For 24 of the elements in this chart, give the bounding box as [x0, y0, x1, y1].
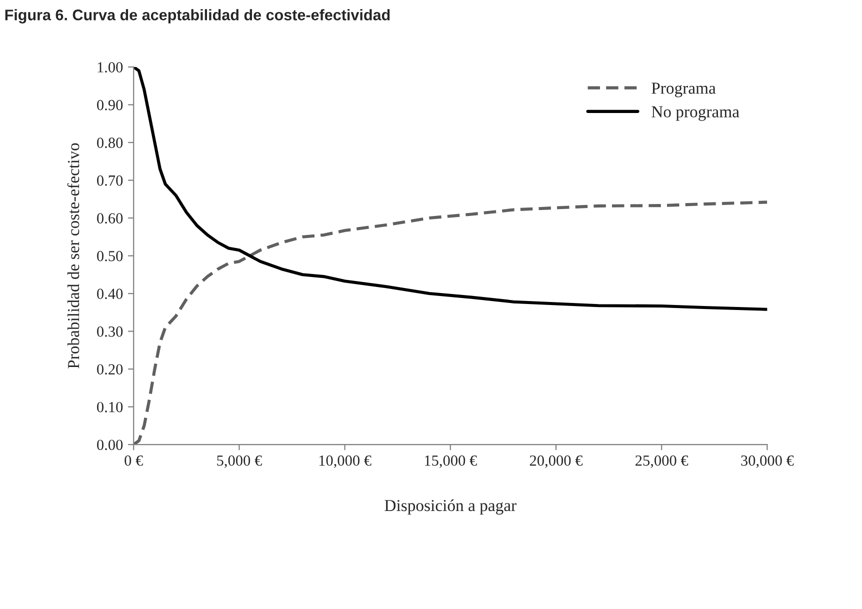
y-tick-label: 0.20	[97, 364, 123, 375]
y-axis-title: Probabilidad de ser coste-efectivo	[67, 143, 80, 368]
x-tick-label: 25,000 €	[636, 455, 688, 468]
x-axis-title: Disposición a pagar	[384, 499, 516, 515]
x-tick-label: 10,000 €	[319, 455, 372, 468]
legend-label: Programa	[652, 82, 716, 98]
y-tick-label: 0.30	[97, 326, 123, 337]
x-tick-label: 5,000 €	[217, 455, 262, 468]
y-tick-label: 0.80	[97, 138, 123, 148]
x-tick-label: 20,000 €	[530, 455, 582, 468]
y-tick-label: 0.70	[97, 175, 123, 186]
y-tick-label: 0.60	[97, 213, 123, 224]
line-series	[134, 66, 768, 311]
x-tick-label: 30,000 €	[741, 455, 794, 468]
y-tick-label: 0.10	[97, 402, 123, 412]
y-tick-label: 0.00	[97, 440, 123, 450]
x-tick-label: 0 €	[124, 455, 143, 466]
legend-label: No programa	[652, 106, 740, 121]
chart-title: Figura 6. Curva de aceptabilidad de coste-efectividad	[5, 9, 390, 24]
x-tick-label: 15,000 €	[425, 455, 477, 468]
y-tick-label: 0.50	[97, 250, 123, 262]
y-tick-label: 0.40	[97, 288, 123, 300]
y-tick-label: 0.90	[97, 100, 123, 110]
y-tick-label: 1.00	[98, 62, 123, 73]
